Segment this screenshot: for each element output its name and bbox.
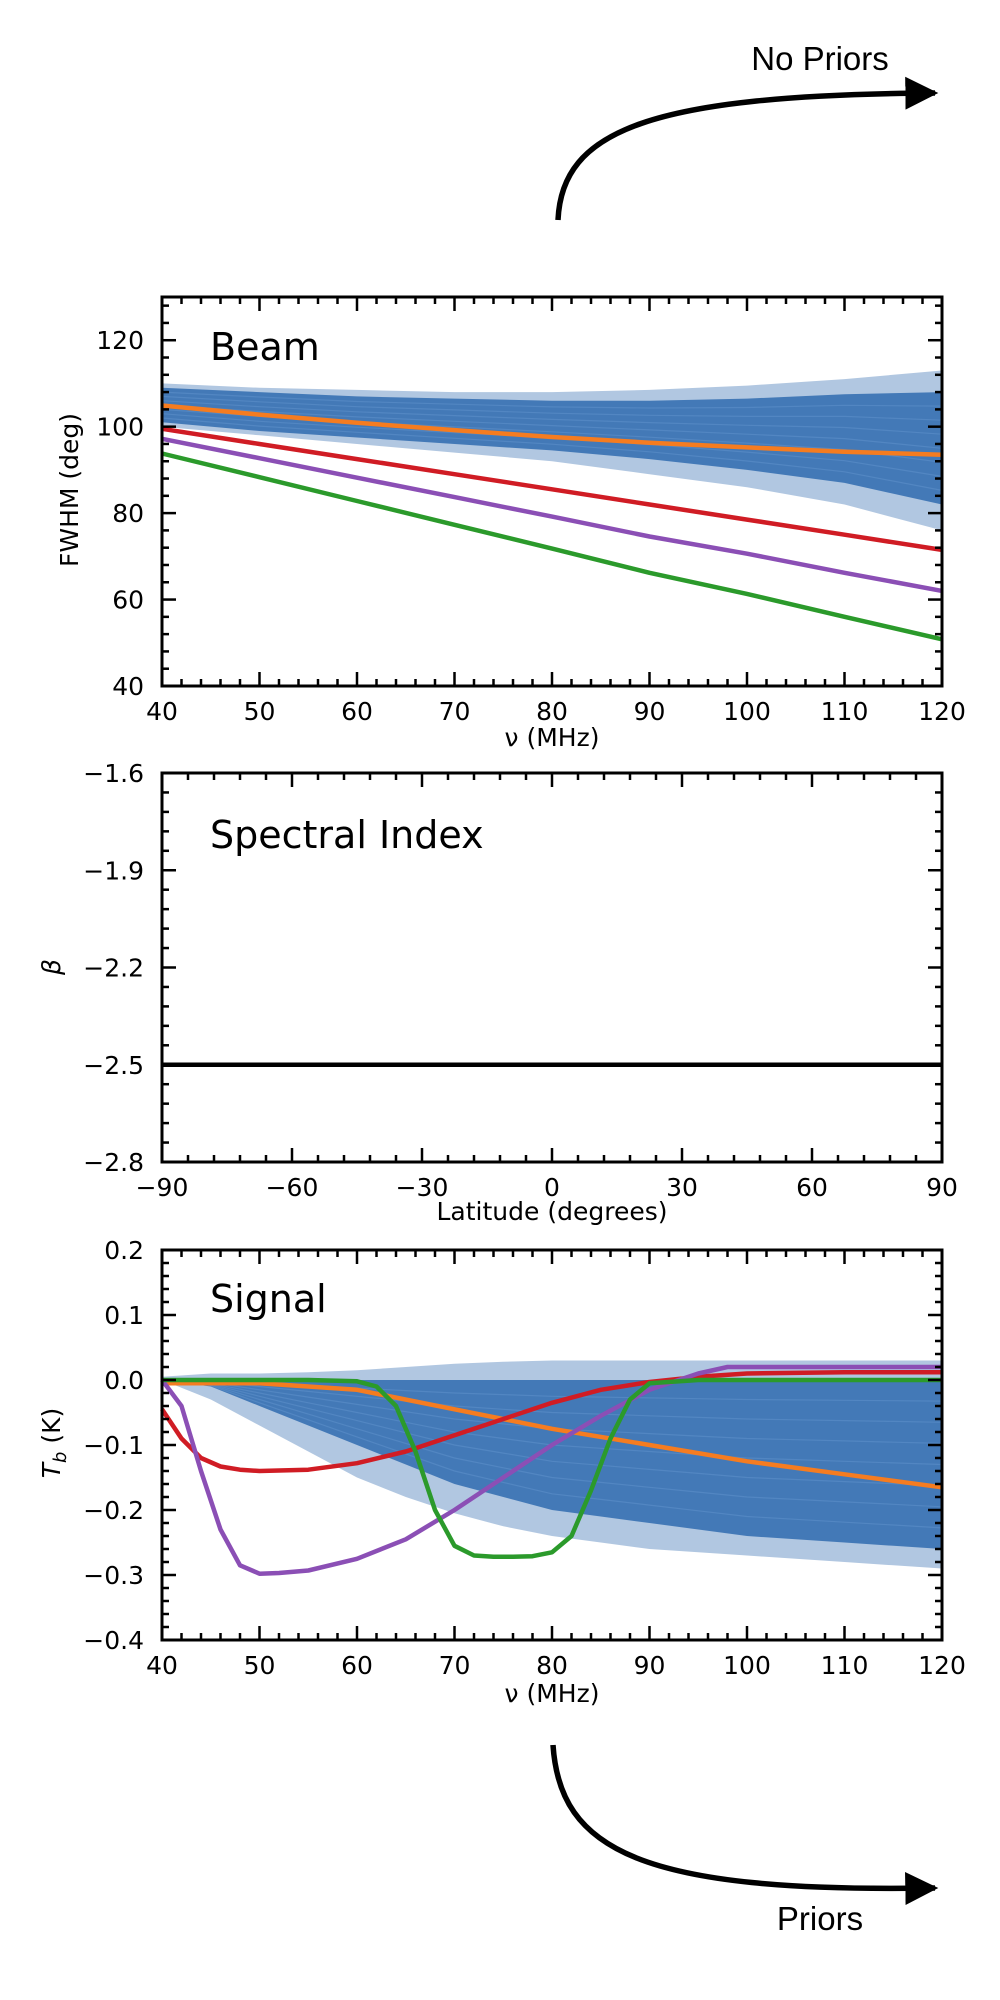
- spectral-index-x-tick-label: 0: [544, 1173, 560, 1202]
- spectral-x-axis-label: Latitude (degrees): [437, 1197, 668, 1226]
- signal-x-axis-label: ν (MHz): [505, 1679, 600, 1708]
- signal-x-tick-label: 90: [634, 1651, 666, 1680]
- beam-posterior-band-core: [162, 387, 942, 505]
- signal-series-purple: [160, 1364, 942, 1576]
- beam-x-tick-label: 60: [341, 697, 373, 726]
- beam-plot-area: [161, 370, 943, 642]
- annotation-bottom-label: Priors: [777, 1900, 863, 1937]
- signal-sample-line: [161, 1379, 943, 1423]
- beam-sample-line: [161, 395, 943, 421]
- spectral-index-y-tick-label: −1.9: [83, 856, 144, 885]
- beam-y-tick-label: 100: [96, 413, 144, 442]
- beam-ticks: 40 50 60 70 80 90 100 110 120 40 60 80 100 120: [96, 297, 966, 726]
- signal-x-tick-label: 120: [918, 1651, 966, 1680]
- signal-y-axis-label: Tb (K): [37, 1408, 71, 1479]
- signal-y-tick-label: −0.3: [83, 1561, 144, 1590]
- signal-sample-line: [161, 1379, 943, 1487]
- curved-arrow-top-icon: [555, 76, 939, 221]
- annotation-no-priors: No Priors: [555, 40, 939, 221]
- signal-panel-title: Signal: [210, 1277, 327, 1321]
- spectral-index-x-tick-label: 60: [796, 1173, 828, 1202]
- signal-x-tick-label: 50: [244, 1651, 276, 1680]
- beam-x-tick-label: 110: [821, 697, 869, 726]
- beam-x-tick-label: 100: [723, 697, 771, 726]
- signal-series-orange: [162, 1381, 943, 1490]
- beam-series-orange: [161, 403, 943, 458]
- signal-x-tick-label: 100: [723, 1651, 771, 1680]
- signal-x-tick-label: 40: [146, 1651, 178, 1680]
- signal-x-tick-label: 70: [439, 1651, 471, 1680]
- signal-y-tick-label: 0.0: [104, 1366, 144, 1395]
- spectral-index-x-tick-label: −90: [136, 1173, 189, 1202]
- beam-sample-line: [161, 400, 943, 435]
- beam-x-axis-label: ν (MHz): [505, 723, 600, 752]
- signal-sample-line: [161, 1379, 943, 1529]
- beam-y-tick-label: 120: [96, 326, 144, 355]
- spectral-index-y-tick-label: −1.6: [83, 759, 144, 788]
- signal-series-red: [160, 1369, 942, 1474]
- signal-y-tick-label: −0.1: [83, 1431, 144, 1460]
- beam-x-tick-label: 120: [918, 697, 966, 726]
- beam-sample-line: [161, 404, 943, 449]
- spectral-index-x-tick-label: 30: [666, 1173, 698, 1202]
- signal-x-tick-label: 80: [536, 1651, 568, 1680]
- spectral-index-y-tick-label: −2.5: [83, 1051, 144, 1080]
- signal-x-tick-label: 60: [341, 1651, 373, 1680]
- beam-sample-line: [161, 417, 943, 491]
- beam-x-tick-label: 90: [634, 697, 666, 726]
- signal-x-tick-label: 110: [821, 1651, 869, 1680]
- spectral-index-ticks: −90 −60 −30 0 30 60 90 −2.8 −2.5 −2.2 −1.9 −1.6: [83, 759, 958, 1202]
- beam-y-tick-label: 40: [112, 672, 144, 701]
- beam-x-tick-label: 40: [146, 697, 178, 726]
- signal-y-tick-label: 0.2: [104, 1236, 144, 1265]
- beam-x-tick-label: 70: [439, 697, 471, 726]
- signal-series-green: [162, 1377, 942, 1560]
- spectral-y-axis-label: β: [37, 959, 66, 976]
- signal-ticks: 40 50 60 70 80 90 100 110 120 −0.4 −0.3 −0.2 −0.1 0.0…: [83, 1236, 966, 1680]
- beam-series-green: [161, 451, 943, 642]
- annotation-top-label: No Priors: [751, 40, 889, 77]
- spectral-index-y-tick-label: −2.2: [83, 954, 144, 983]
- beam-x-tick-label: 80: [536, 697, 568, 726]
- beam-x-tick-label: 50: [244, 697, 276, 726]
- curved-arrow-bottom-icon: [550, 1744, 939, 1905]
- annotation-priors: Priors: [550, 1744, 939, 1937]
- spectral-index-x-tick-label: 90: [926, 1173, 958, 1202]
- signal-y-tick-label: −0.4: [83, 1626, 144, 1655]
- spectral-index-panel: Spectral Index Latitude (degrees) β −90−…: [37, 759, 958, 1226]
- signal-sample-line: [161, 1379, 943, 1508]
- signal-plot-area: [160, 1360, 943, 1576]
- signal-y-tick-label: 0.1: [104, 1301, 144, 1330]
- beam-y-axis-label: FWHM (deg): [55, 413, 84, 567]
- spectral-index-x-tick-label: −60: [266, 1173, 319, 1202]
- beam-y-tick-label: 60: [112, 586, 144, 615]
- beam-panel: Beam ν (MHz) FWHM (deg) 40 50 60 70 80 90 100 1…: [55, 295, 966, 752]
- signal-y-tick-label: −0.2: [83, 1496, 144, 1525]
- signal-panel: Signal ν (MHz) Tb (K) 40 50 60 70 80 90 100 110…: [37, 1236, 966, 1708]
- signal-posterior-band-core: [162, 1380, 942, 1549]
- spectral-index-y-tick-label: −2.8: [83, 1148, 144, 1177]
- beam-sample-line: [161, 391, 943, 409]
- spectral-index-panel-title: Spectral Index: [210, 813, 484, 857]
- beam-series-purple: [161, 436, 943, 594]
- beam-panel-title: Beam: [210, 325, 320, 369]
- beam-y-tick-label: 80: [112, 499, 144, 528]
- spectral-index-x-tick-label: −30: [396, 1173, 449, 1202]
- beam-series-red: [161, 426, 943, 553]
